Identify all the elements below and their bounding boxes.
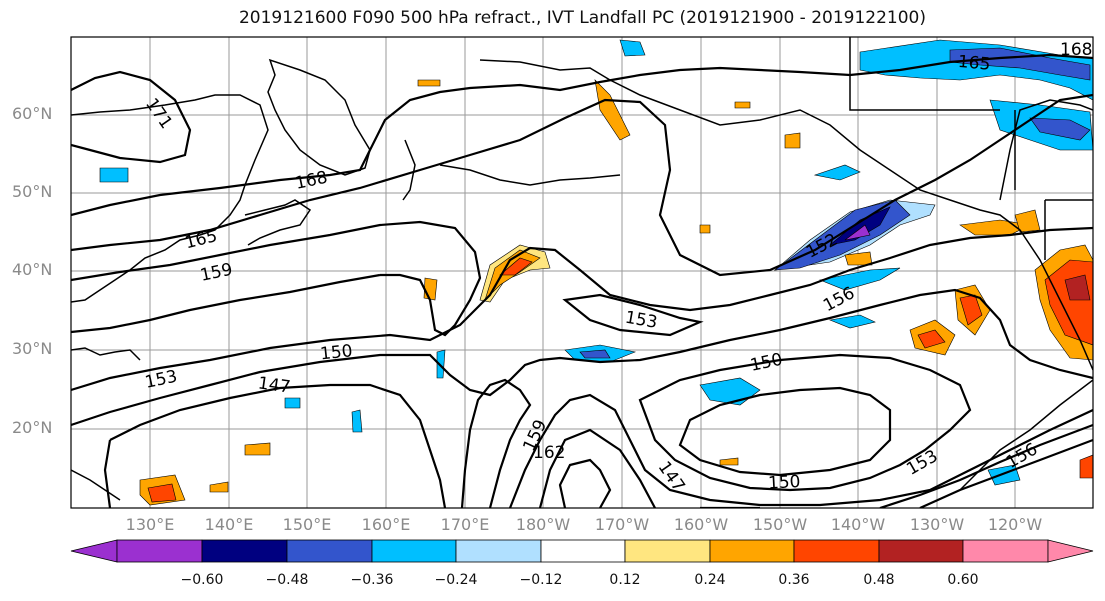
colorbar-swatch	[116, 539, 203, 563]
plot-title: 2019121600 F090 500 hPa refract., IVT La…	[238, 8, 926, 28]
colorbar-swatch	[540, 539, 626, 563]
colorbar-swatch	[709, 539, 795, 563]
contour-168	[71, 53, 1093, 217]
contour-159	[71, 220, 482, 337]
lat-label: 40°N	[12, 260, 53, 279]
lon-label: 160°E	[361, 515, 411, 534]
colorbar-tick-label: 0.60	[947, 572, 979, 588]
contour-label: 153	[623, 308, 658, 333]
colorbar-swatch	[962, 539, 1049, 563]
lon-label: 170°E	[440, 515, 490, 534]
lon-label: 130°E	[125, 515, 175, 534]
orange-patch-alaska	[594, 79, 631, 141]
lon-label: 180°W	[515, 515, 571, 534]
contour-159b	[71, 273, 381, 334]
lon-label: 160°W	[673, 515, 729, 534]
colorbar-swatch	[455, 539, 542, 563]
colorbar-tick-label: 0.36	[778, 572, 810, 588]
contour-147b	[103, 439, 112, 508]
colorbar-tick-label: 0.48	[863, 572, 895, 588]
contour-label: 165	[957, 52, 991, 75]
contour-150	[71, 288, 1093, 427]
contour-159-low	[538, 428, 656, 508]
colorbar-swatch	[201, 539, 288, 563]
colorbar-swatch	[286, 539, 373, 563]
lat-label: 50°N	[12, 182, 53, 201]
contour-156-e	[919, 438, 1093, 508]
colorbar-tick-label: −0.48	[265, 572, 309, 588]
colorbar-tick-label: 0.24	[694, 572, 726, 588]
colorbar-swatch	[1047, 539, 1094, 563]
lat-label: 60°N	[12, 104, 53, 123]
contour-153	[71, 226, 1093, 392]
contour-150-low	[638, 353, 972, 492]
lon-label: 120°W	[987, 515, 1043, 534]
lon-label: 140°E	[204, 515, 254, 534]
contour-label: 153	[903, 446, 941, 480]
contour-label: 165	[183, 226, 219, 253]
contour-label: 171	[141, 95, 176, 133]
colorbar-tick-label: −0.60	[180, 572, 224, 588]
purple-jet-alaska	[844, 224, 871, 241]
colorbar	[70, 539, 1094, 563]
colorbar-swatch	[878, 539, 964, 563]
contour-label: 168	[293, 168, 329, 194]
contour-label: 150	[768, 472, 801, 494]
colorbar-tick-label: −0.12	[519, 572, 563, 588]
navy-patch-canada	[949, 47, 1091, 81]
contour-153-low	[508, 393, 1093, 508]
lat-label: 20°N	[12, 418, 53, 437]
contour-label: 150	[319, 341, 353, 364]
contour-label: 168	[1060, 40, 1092, 60]
filled-anomaly-patches	[99, 39, 1093, 506]
contour-153-inner	[562, 293, 704, 337]
lon-label: 130°W	[909, 515, 965, 534]
contour-165	[71, 93, 1093, 277]
lon-label: 150°W	[752, 515, 808, 534]
lon-label: 170°W	[594, 515, 650, 534]
contour-label: 147	[257, 373, 292, 397]
contour-label: 162	[533, 443, 565, 463]
colorbar-swatch	[371, 539, 457, 563]
contour-153-e	[879, 423, 1093, 508]
contour-162-low	[558, 458, 612, 508]
geopotential-contours	[71, 53, 1093, 508]
contour-147	[109, 383, 447, 508]
contour-156-low	[460, 378, 532, 508]
lon-label: 150°E	[282, 515, 332, 534]
colorbar-swatch	[70, 539, 118, 563]
colorbar-tick-label: 0.12	[609, 572, 641, 588]
colorbar-tick-label: −0.36	[350, 572, 394, 588]
contour-171	[71, 70, 192, 164]
contour-hawaii	[678, 386, 892, 477]
map-frame	[70, 36, 1094, 509]
colorbar-tick-label: −0.24	[434, 572, 478, 588]
contour-label: 150	[748, 350, 784, 376]
colorbar-swatch	[793, 539, 880, 563]
colorbar-swatch	[624, 539, 711, 563]
lon-label: 140°W	[830, 515, 886, 534]
lat-label: 30°N	[12, 339, 53, 358]
